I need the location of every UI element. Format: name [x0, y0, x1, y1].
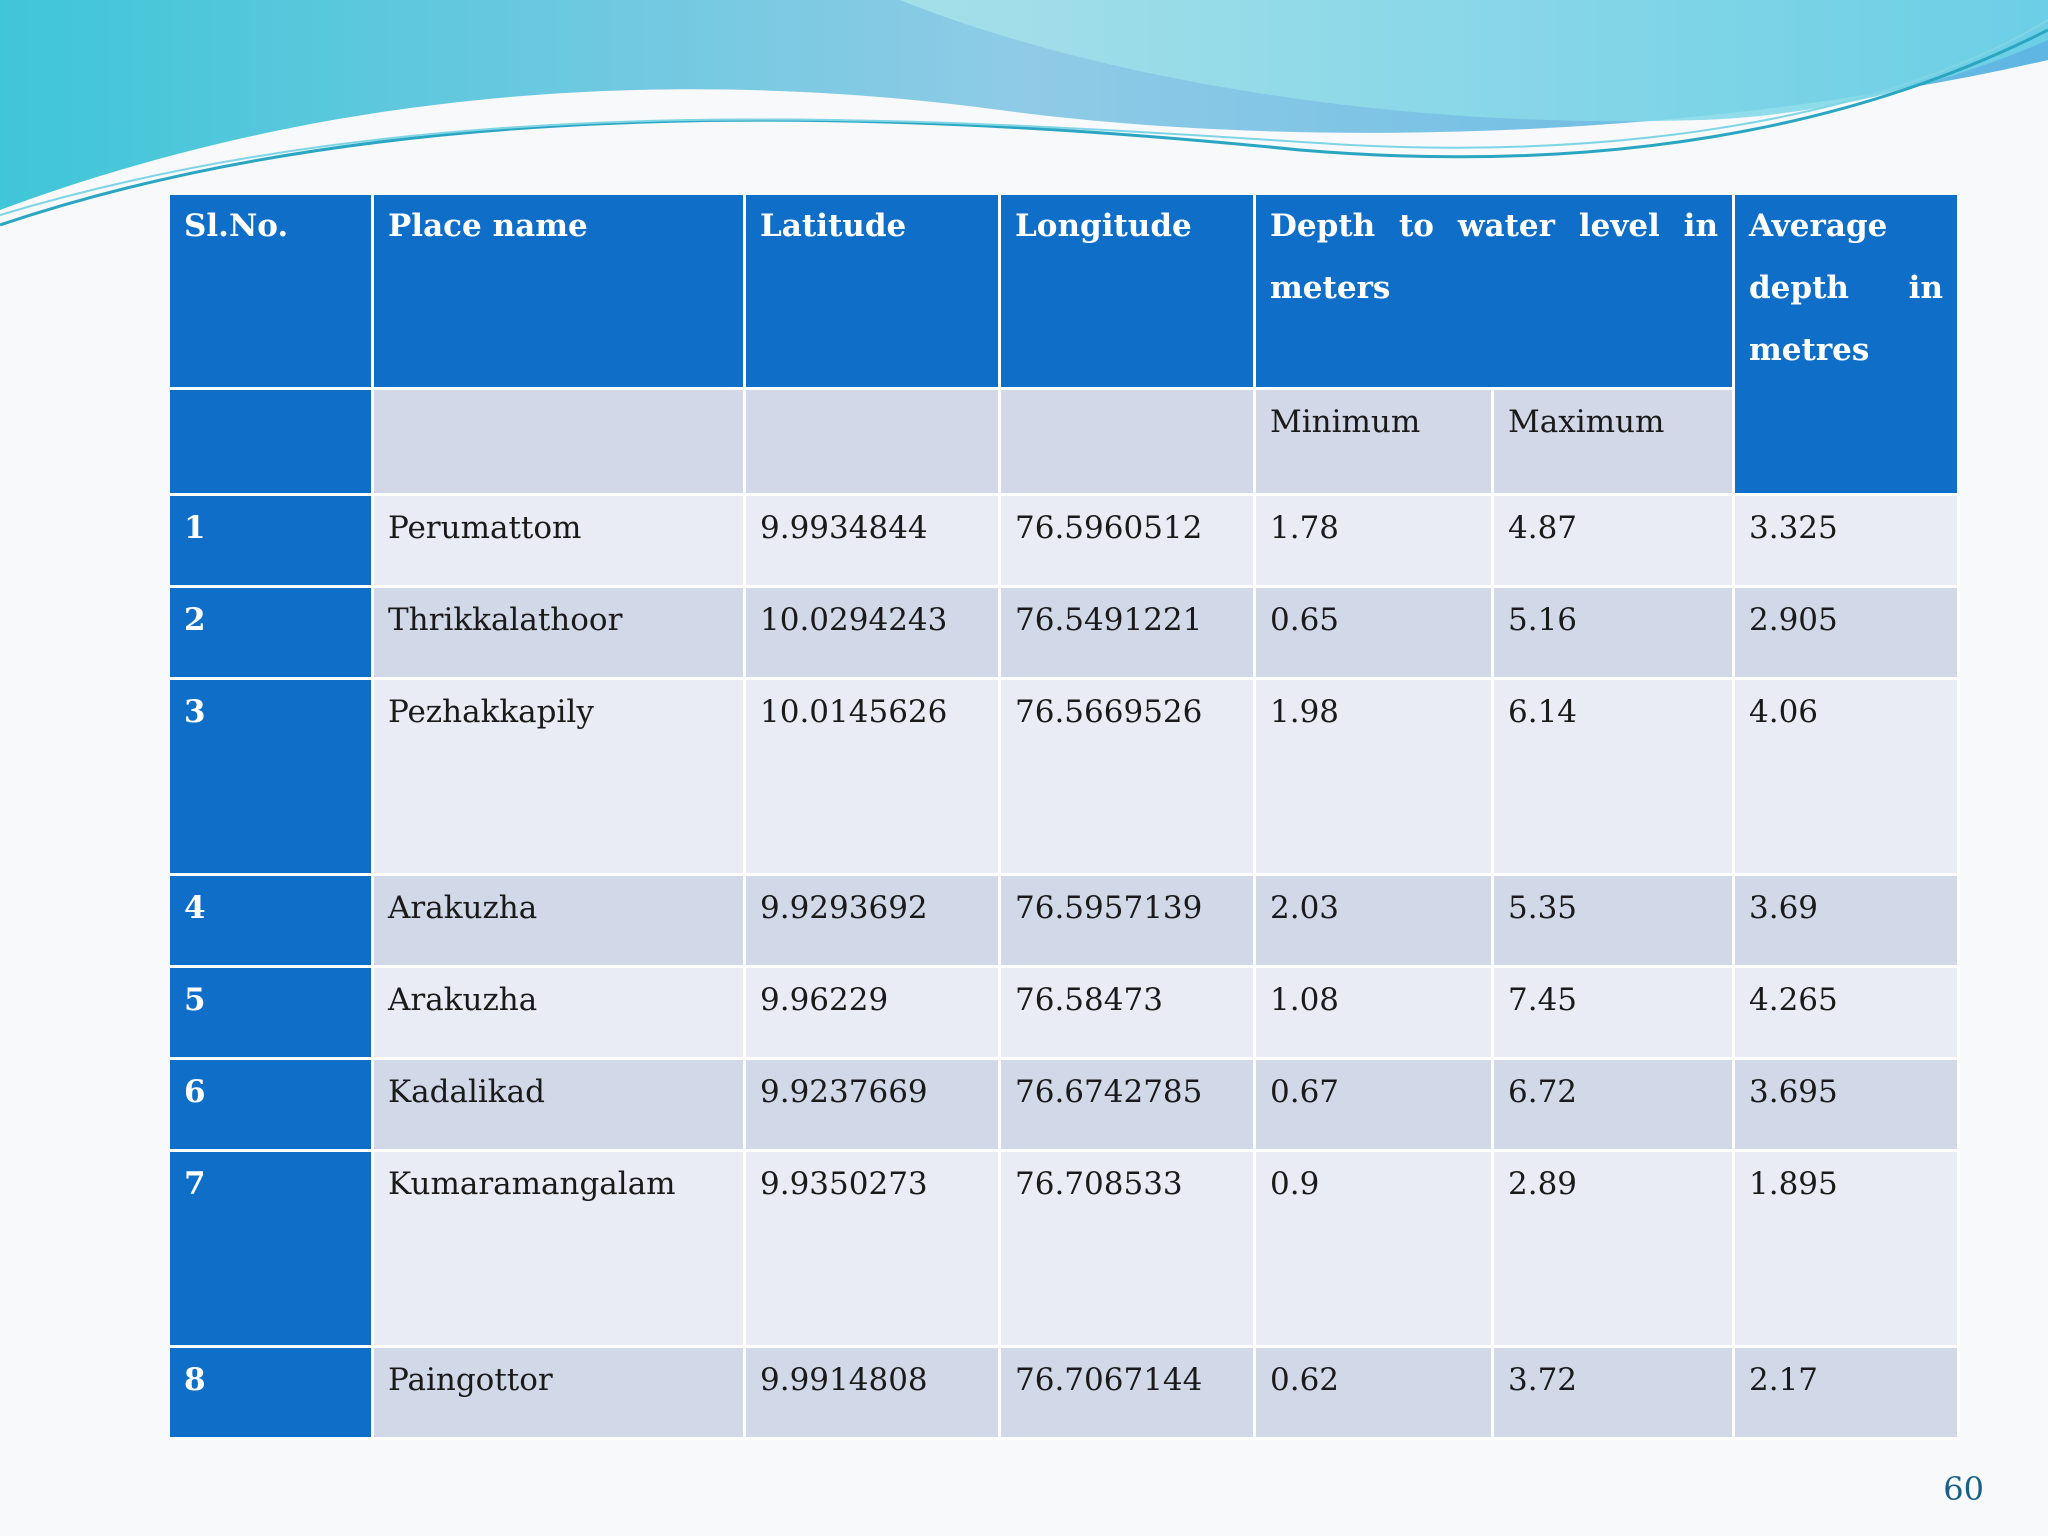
cell-latitude: 9.96229: [746, 968, 1001, 1060]
cell-place-name: Perumattom: [374, 496, 746, 588]
cell-minimum: 0.62: [1256, 1348, 1494, 1440]
decorative-wave-banner: [0, 0, 2048, 227]
table-row: 4 Arakuzha 9.9293692 76.5957139 2.03 5.3…: [170, 876, 1960, 968]
subheader-minimum: Minimum: [1256, 390, 1494, 496]
cell-longitude: 76.5960512: [1001, 496, 1256, 588]
subheader-empty-sl: [170, 390, 374, 496]
cell-average: 3.695: [1735, 1060, 1960, 1152]
cell-place-name: Kumaramangalam: [374, 1152, 746, 1348]
cell-sl-no: 6: [170, 1060, 374, 1152]
cell-latitude: 9.9350273: [746, 1152, 1001, 1348]
cell-longitude: 76.708533: [1001, 1152, 1256, 1348]
header-average-depth: Average depth in metres: [1735, 195, 1960, 496]
cell-longitude: 76.7067144: [1001, 1348, 1256, 1440]
cell-average: 3.69: [1735, 876, 1960, 968]
cell-sl-no: 5: [170, 968, 374, 1060]
table-row: 2 Thrikkalathoor 10.0294243 76.5491221 0…: [170, 588, 1960, 680]
cell-average: 2.905: [1735, 588, 1960, 680]
cell-sl-no: 4: [170, 876, 374, 968]
cell-minimum: 0.65: [1256, 588, 1494, 680]
table-row: 5 Arakuzha 9.96229 76.58473 1.08 7.45 4.…: [170, 968, 1960, 1060]
depth-data-table: Sl.No. Place name Latitude Longitude Dep…: [170, 195, 1960, 1440]
subheader-empty-place: [374, 390, 746, 496]
cell-sl-no: 2: [170, 588, 374, 680]
cell-maximum: 5.35: [1494, 876, 1735, 968]
cell-average: 3.325: [1735, 496, 1960, 588]
cell-place-name: Pezhakkapily: [374, 680, 746, 876]
page-number: 60: [1943, 1470, 1984, 1508]
table-row: 8 Paingottor 9.9914808 76.7067144 0.62 3…: [170, 1348, 1960, 1440]
cell-latitude: 10.0145626: [746, 680, 1001, 876]
cell-latitude: 9.9914808: [746, 1348, 1001, 1440]
table-row: 7 Kumaramangalam 9.9350273 76.708533 0.9…: [170, 1152, 1960, 1348]
cell-latitude: 9.9293692: [746, 876, 1001, 968]
cell-maximum: 3.72: [1494, 1348, 1735, 1440]
subheader-empty-lat: [746, 390, 1001, 496]
cell-latitude: 9.9237669: [746, 1060, 1001, 1152]
cell-place-name: Kadalikad: [374, 1060, 746, 1152]
cell-place-name: Paingottor: [374, 1348, 746, 1440]
cell-maximum: 6.14: [1494, 680, 1735, 876]
cell-minimum: 1.08: [1256, 968, 1494, 1060]
cell-latitude: 10.0294243: [746, 588, 1001, 680]
cell-place-name: Arakuzha: [374, 968, 746, 1060]
cell-longitude: 76.6742785: [1001, 1060, 1256, 1152]
subheader-maximum: Maximum: [1494, 390, 1735, 496]
cell-place-name: Arakuzha: [374, 876, 746, 968]
header-sl-no: Sl.No.: [170, 195, 374, 390]
table-row: 1 Perumattom 9.9934844 76.5960512 1.78 4…: [170, 496, 1960, 588]
cell-longitude: 76.58473: [1001, 968, 1256, 1060]
cell-longitude: 76.5491221: [1001, 588, 1256, 680]
cell-maximum: 4.87: [1494, 496, 1735, 588]
header-latitude: Latitude: [746, 195, 1001, 390]
cell-minimum: 1.78: [1256, 496, 1494, 588]
cell-maximum: 5.16: [1494, 588, 1735, 680]
subheader-empty-lon: [1001, 390, 1256, 496]
cell-average: 4.06: [1735, 680, 1960, 876]
cell-minimum: 0.67: [1256, 1060, 1494, 1152]
cell-average: 2.17: [1735, 1348, 1960, 1440]
cell-longitude: 76.5957139: [1001, 876, 1256, 968]
cell-sl-no: 1: [170, 496, 374, 588]
cell-latitude: 9.9934844: [746, 496, 1001, 588]
header-depth-to-water-level: Depth to water level in meters: [1256, 195, 1735, 390]
cell-longitude: 76.5669526: [1001, 680, 1256, 876]
cell-minimum: 2.03: [1256, 876, 1494, 968]
header-place-name: Place name: [374, 195, 746, 390]
cell-sl-no: 7: [170, 1152, 374, 1348]
cell-sl-no: 3: [170, 680, 374, 876]
cell-minimum: 0.9: [1256, 1152, 1494, 1348]
cell-minimum: 1.98: [1256, 680, 1494, 876]
cell-maximum: 7.45: [1494, 968, 1735, 1060]
cell-place-name: Thrikkalathoor: [374, 588, 746, 680]
table-row: 6 Kadalikad 9.9237669 76.6742785 0.67 6.…: [170, 1060, 1960, 1152]
cell-average: 4.265: [1735, 968, 1960, 1060]
cell-average: 1.895: [1735, 1152, 1960, 1348]
table-row: 3 Pezhakkapily 10.0145626 76.5669526 1.9…: [170, 680, 1960, 876]
cell-maximum: 6.72: [1494, 1060, 1735, 1152]
cell-maximum: 2.89: [1494, 1152, 1735, 1348]
header-longitude: Longitude: [1001, 195, 1256, 390]
cell-sl-no: 8: [170, 1348, 374, 1440]
